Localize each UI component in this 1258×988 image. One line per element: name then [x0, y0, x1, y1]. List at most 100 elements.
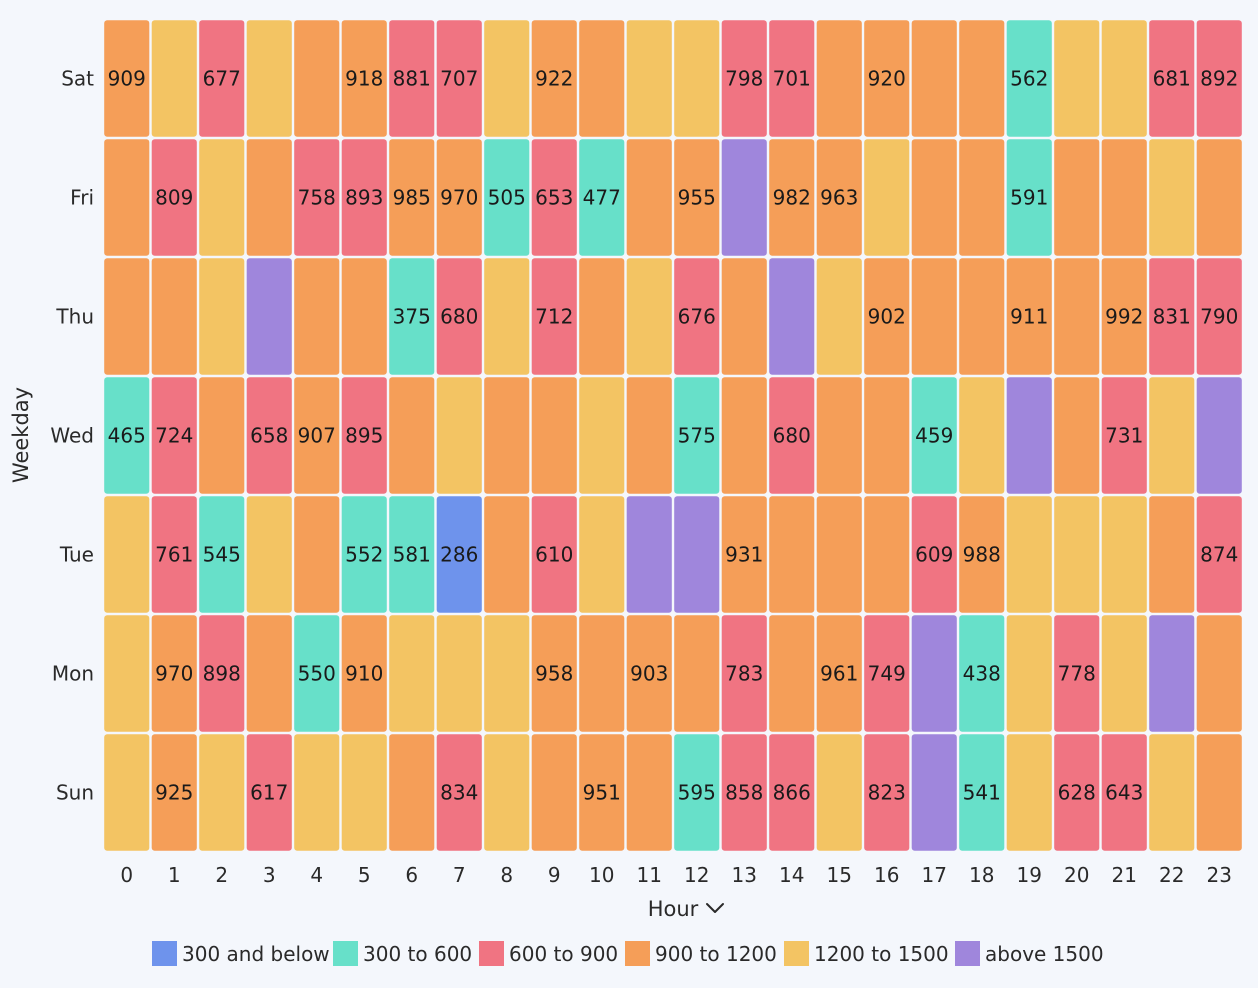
- heatmap-cell: [674, 258, 720, 375]
- heatmap-cell: [816, 496, 862, 613]
- heatmap-cell: [294, 258, 340, 375]
- heatmap-cell: [769, 496, 815, 613]
- heatmap-cell: [864, 496, 910, 613]
- heatmap-cell: [1054, 734, 1100, 851]
- cell-value-label: 552: [345, 543, 383, 567]
- x-tick-label: 11: [637, 863, 662, 887]
- x-tick-label: 15: [827, 863, 852, 887]
- heatmap-cell: [579, 734, 625, 851]
- heatmap-cell: [389, 258, 435, 375]
- heatmap-cell: [1006, 258, 1052, 375]
- heatmap-cell: [294, 20, 340, 137]
- cell-value-label: 643: [1105, 781, 1143, 805]
- cell-value-label: 881: [393, 67, 431, 91]
- cell-value-label: 609: [915, 543, 953, 567]
- cell-value-label: 591: [1010, 186, 1048, 210]
- heatmap-cell: [199, 496, 245, 613]
- heatmap-cell: [1006, 615, 1052, 732]
- heatmap-cell: [769, 615, 815, 732]
- cell-value-label: 922: [535, 67, 573, 91]
- heatmap-cell: [626, 615, 672, 732]
- cell-value-label: 653: [535, 186, 573, 210]
- heatmap-cell: [911, 258, 957, 375]
- heatmap-cell: [104, 615, 150, 732]
- cell-value-label: 970: [155, 662, 193, 686]
- heatmap-cell: [199, 377, 245, 494]
- cell-value-label: 677: [203, 67, 241, 91]
- cell-value-label: 831: [1153, 305, 1191, 329]
- heatmap-cell: [246, 734, 292, 851]
- cell-value-label: 918: [345, 67, 383, 91]
- cell-value-label: 477: [583, 186, 621, 210]
- heatmap-cell: [1054, 139, 1100, 256]
- heatmap-cell: [341, 615, 387, 732]
- x-tick-label: 10: [589, 863, 614, 887]
- heatmap-cell: [1149, 734, 1195, 851]
- heatmap-cell: [1101, 377, 1147, 494]
- heatmap-cell: [864, 20, 910, 137]
- x-tick-label: 22: [1159, 863, 1184, 887]
- heatmap-cell: [674, 615, 720, 732]
- x-tick-label: 23: [1207, 863, 1232, 887]
- heatmap-cell: [151, 139, 197, 256]
- heatmap-cell: [626, 734, 672, 851]
- heatmap-cell: [1196, 734, 1242, 851]
- cell-value-label: 920: [868, 67, 906, 91]
- heatmap-cell: [769, 139, 815, 256]
- heatmap-cell: [769, 377, 815, 494]
- heatmap-cell: [294, 615, 340, 732]
- heatmap-cell: [436, 615, 482, 732]
- cell-value-label: 902: [868, 305, 906, 329]
- cell-value-label: 898: [203, 662, 241, 686]
- heatmap-cell: [1149, 377, 1195, 494]
- x-tick-label: 18: [969, 863, 994, 887]
- heatmap-cell: [104, 377, 150, 494]
- heatmap-cell: [1006, 20, 1052, 137]
- cell-value-label: 680: [440, 305, 478, 329]
- cell-value-label: 985: [393, 186, 431, 210]
- heatmap-cell: [1101, 139, 1147, 256]
- heatmap-cell: [151, 615, 197, 732]
- heatmap-cell: [151, 377, 197, 494]
- heatmap-cell: [959, 139, 1005, 256]
- cell-value-label: 955: [678, 186, 716, 210]
- heatmap-cell: [911, 139, 957, 256]
- legend-label: 1200 to 1500: [814, 942, 949, 966]
- heatmap-cell: [864, 139, 910, 256]
- heatmap-cell: [674, 20, 720, 137]
- heatmap-cell: [436, 734, 482, 851]
- heatmap-cell: [1196, 377, 1242, 494]
- heatmap-cell: [1101, 258, 1147, 375]
- heatmap-cell: [721, 258, 767, 375]
- legend-swatch: [152, 941, 177, 966]
- heatmap-cell: [484, 20, 530, 137]
- heatmap-cell: [531, 377, 577, 494]
- cell-value-label: 790: [1200, 305, 1238, 329]
- x-tick-label: 9: [548, 863, 561, 887]
- cell-value-label: 438: [963, 662, 1001, 686]
- legend-label: 300 and below: [182, 942, 330, 966]
- cell-value-label: 951: [583, 781, 621, 805]
- x-tick-label: 17: [922, 863, 947, 887]
- heatmap-cell: [1054, 258, 1100, 375]
- heatmap-cell: [484, 377, 530, 494]
- x-tick-label: 13: [732, 863, 757, 887]
- heatmap-cell: [436, 258, 482, 375]
- heatmap-cell: [436, 496, 482, 613]
- heatmap-cell: [484, 139, 530, 256]
- heatmap-cell: [864, 258, 910, 375]
- heatmap-cell: [246, 615, 292, 732]
- heatmap-cell: [199, 734, 245, 851]
- heatmap-cell: [1006, 139, 1052, 256]
- x-tick-label: 21: [1112, 863, 1137, 887]
- cell-value-label: 562: [1010, 67, 1048, 91]
- heatmap-cell: [721, 734, 767, 851]
- heatmap-cell: [531, 496, 577, 613]
- heatmap-cell: [104, 496, 150, 613]
- heatmap-cell: [484, 258, 530, 375]
- heatmap-cell: [864, 377, 910, 494]
- heatmap-cell: [531, 615, 577, 732]
- heatmap-cell: [151, 734, 197, 851]
